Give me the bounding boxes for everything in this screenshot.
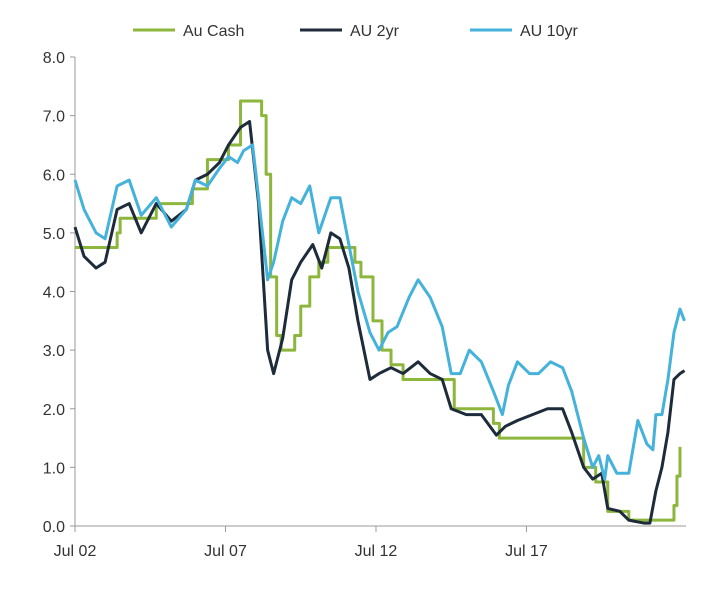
y-tick-label: 3.0 xyxy=(43,343,65,360)
x-tick-label: Jul 17 xyxy=(505,543,548,560)
x-tick-label: Jul 02 xyxy=(54,543,97,560)
y-axis: 0.0 1.0 2.0 3.0 4.0 5.0 6.0 7.0 8.0 xyxy=(43,50,76,536)
series-lines xyxy=(73,99,686,525)
x-axis: Jul 02 Jul 07 Jul 12 Jul 17 xyxy=(54,525,686,560)
y-tick-label: 6.0 xyxy=(43,167,65,184)
y-tick-label: 8.0 xyxy=(43,50,65,67)
y-tick-label: 1.0 xyxy=(43,460,65,477)
y-tick-label: 7.0 xyxy=(43,109,65,126)
x-tick-label: Jul 12 xyxy=(355,543,398,560)
legend-label-y10: AU 10yr xyxy=(520,23,578,40)
y-tick-label: 0.0 xyxy=(43,519,65,536)
legend: Au Cash AU 2yr AU 10yr xyxy=(133,23,578,40)
series-line-y10 xyxy=(73,143,686,481)
series-line-cash xyxy=(75,99,682,522)
x-tick-label: Jul 07 xyxy=(204,543,247,560)
y-tick-label: 2.0 xyxy=(43,402,65,419)
legend-label-cash: Au Cash xyxy=(183,23,244,40)
legend-label-y2: AU 2yr xyxy=(350,23,400,40)
y-tick-label: 5.0 xyxy=(43,226,65,243)
y-tick-label: 4.0 xyxy=(43,285,65,302)
